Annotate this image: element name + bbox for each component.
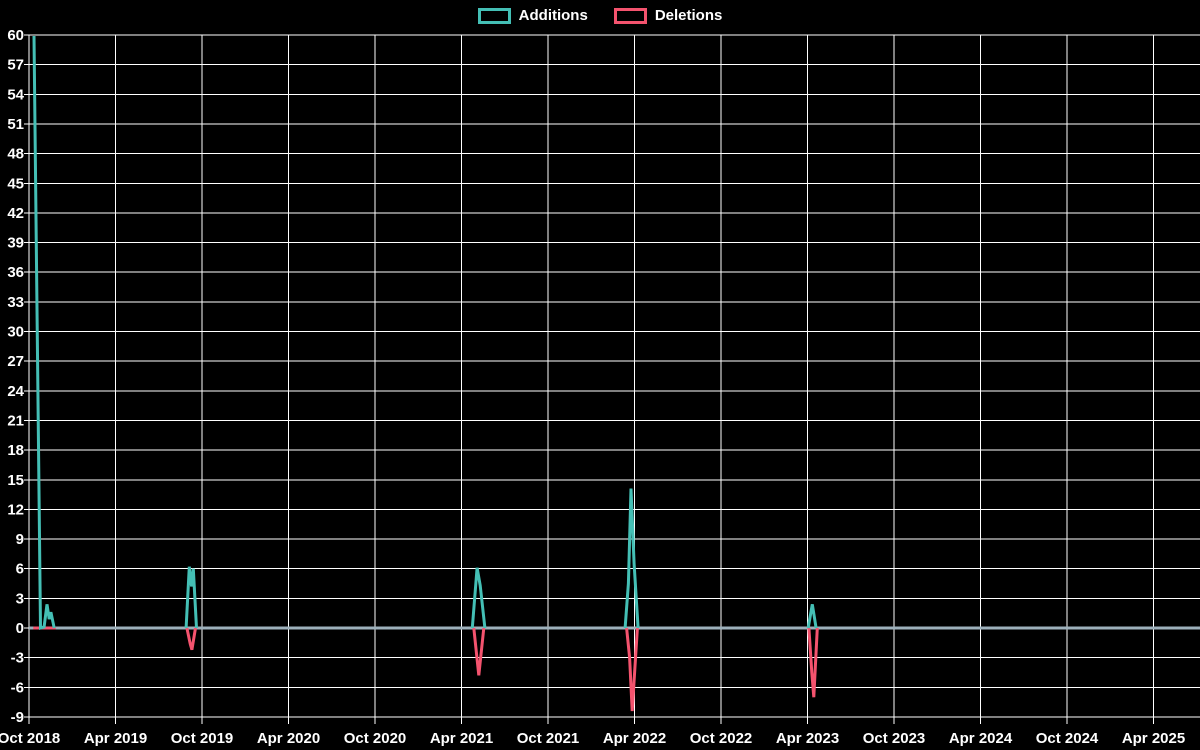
svg-text:54: 54	[7, 86, 24, 103]
svg-text:Apr 2022: Apr 2022	[603, 730, 666, 747]
svg-text:Apr 2020: Apr 2020	[257, 730, 320, 747]
legend-item-deletions[interactable]: Deletions	[613, 7, 723, 24]
series-deletions	[33, 626, 819, 712]
svg-text:Oct 2018: Oct 2018	[0, 730, 60, 747]
grid-lines	[24, 34, 1200, 724]
axis-labels: 60575451484542393633302724211815129630-3…	[0, 27, 1185, 747]
svg-text:Apr 2023: Apr 2023	[776, 730, 839, 747]
svg-text:-9: -9	[11, 709, 24, 726]
deletions-swatch-icon	[613, 7, 647, 24]
svg-text:15: 15	[7, 472, 24, 489]
svg-text:Apr 2024: Apr 2024	[949, 730, 1013, 747]
svg-text:Oct 2023: Oct 2023	[863, 730, 926, 747]
svg-text:12: 12	[7, 501, 24, 518]
svg-text:0: 0	[16, 620, 24, 637]
svg-text:Oct 2021: Oct 2021	[517, 730, 580, 747]
svg-text:Apr 2025: Apr 2025	[1122, 730, 1185, 747]
additions-swatch-icon	[477, 7, 511, 24]
svg-text:30: 30	[7, 324, 24, 341]
svg-text:60: 60	[7, 27, 24, 44]
svg-text:57: 57	[7, 57, 24, 74]
legend-label-additions: Additions	[518, 7, 588, 24]
svg-text:48: 48	[7, 146, 24, 163]
svg-text:Apr 2019: Apr 2019	[84, 730, 147, 747]
svg-text:-3: -3	[11, 650, 24, 667]
svg-text:18: 18	[7, 442, 24, 459]
svg-text:Oct 2020: Oct 2020	[344, 730, 407, 747]
svg-text:Apr 2021: Apr 2021	[430, 730, 493, 747]
svg-text:21: 21	[7, 412, 24, 429]
svg-text:3: 3	[16, 590, 24, 607]
svg-text:6: 6	[16, 561, 24, 578]
svg-text:33: 33	[7, 294, 24, 311]
svg-text:Oct 2022: Oct 2022	[690, 730, 753, 747]
svg-text:9: 9	[16, 531, 24, 548]
legend-label-deletions: Deletions	[654, 7, 723, 24]
svg-text:51: 51	[7, 116, 24, 133]
svg-text:Oct 2024: Oct 2024	[1036, 730, 1099, 747]
svg-text:39: 39	[7, 235, 24, 252]
svg-text:24: 24	[7, 383, 24, 400]
svg-text:-6: -6	[11, 679, 24, 696]
legend-item-additions[interactable]: Additions	[477, 7, 588, 24]
svg-text:42: 42	[7, 205, 24, 222]
svg-text:27: 27	[7, 353, 24, 370]
svg-text:Oct 2019: Oct 2019	[171, 730, 234, 747]
svg-text:36: 36	[7, 264, 24, 281]
svg-text:45: 45	[7, 175, 24, 192]
series-additions	[32, 35, 818, 630]
chart-legend: Additions Deletions	[0, 7, 1200, 24]
